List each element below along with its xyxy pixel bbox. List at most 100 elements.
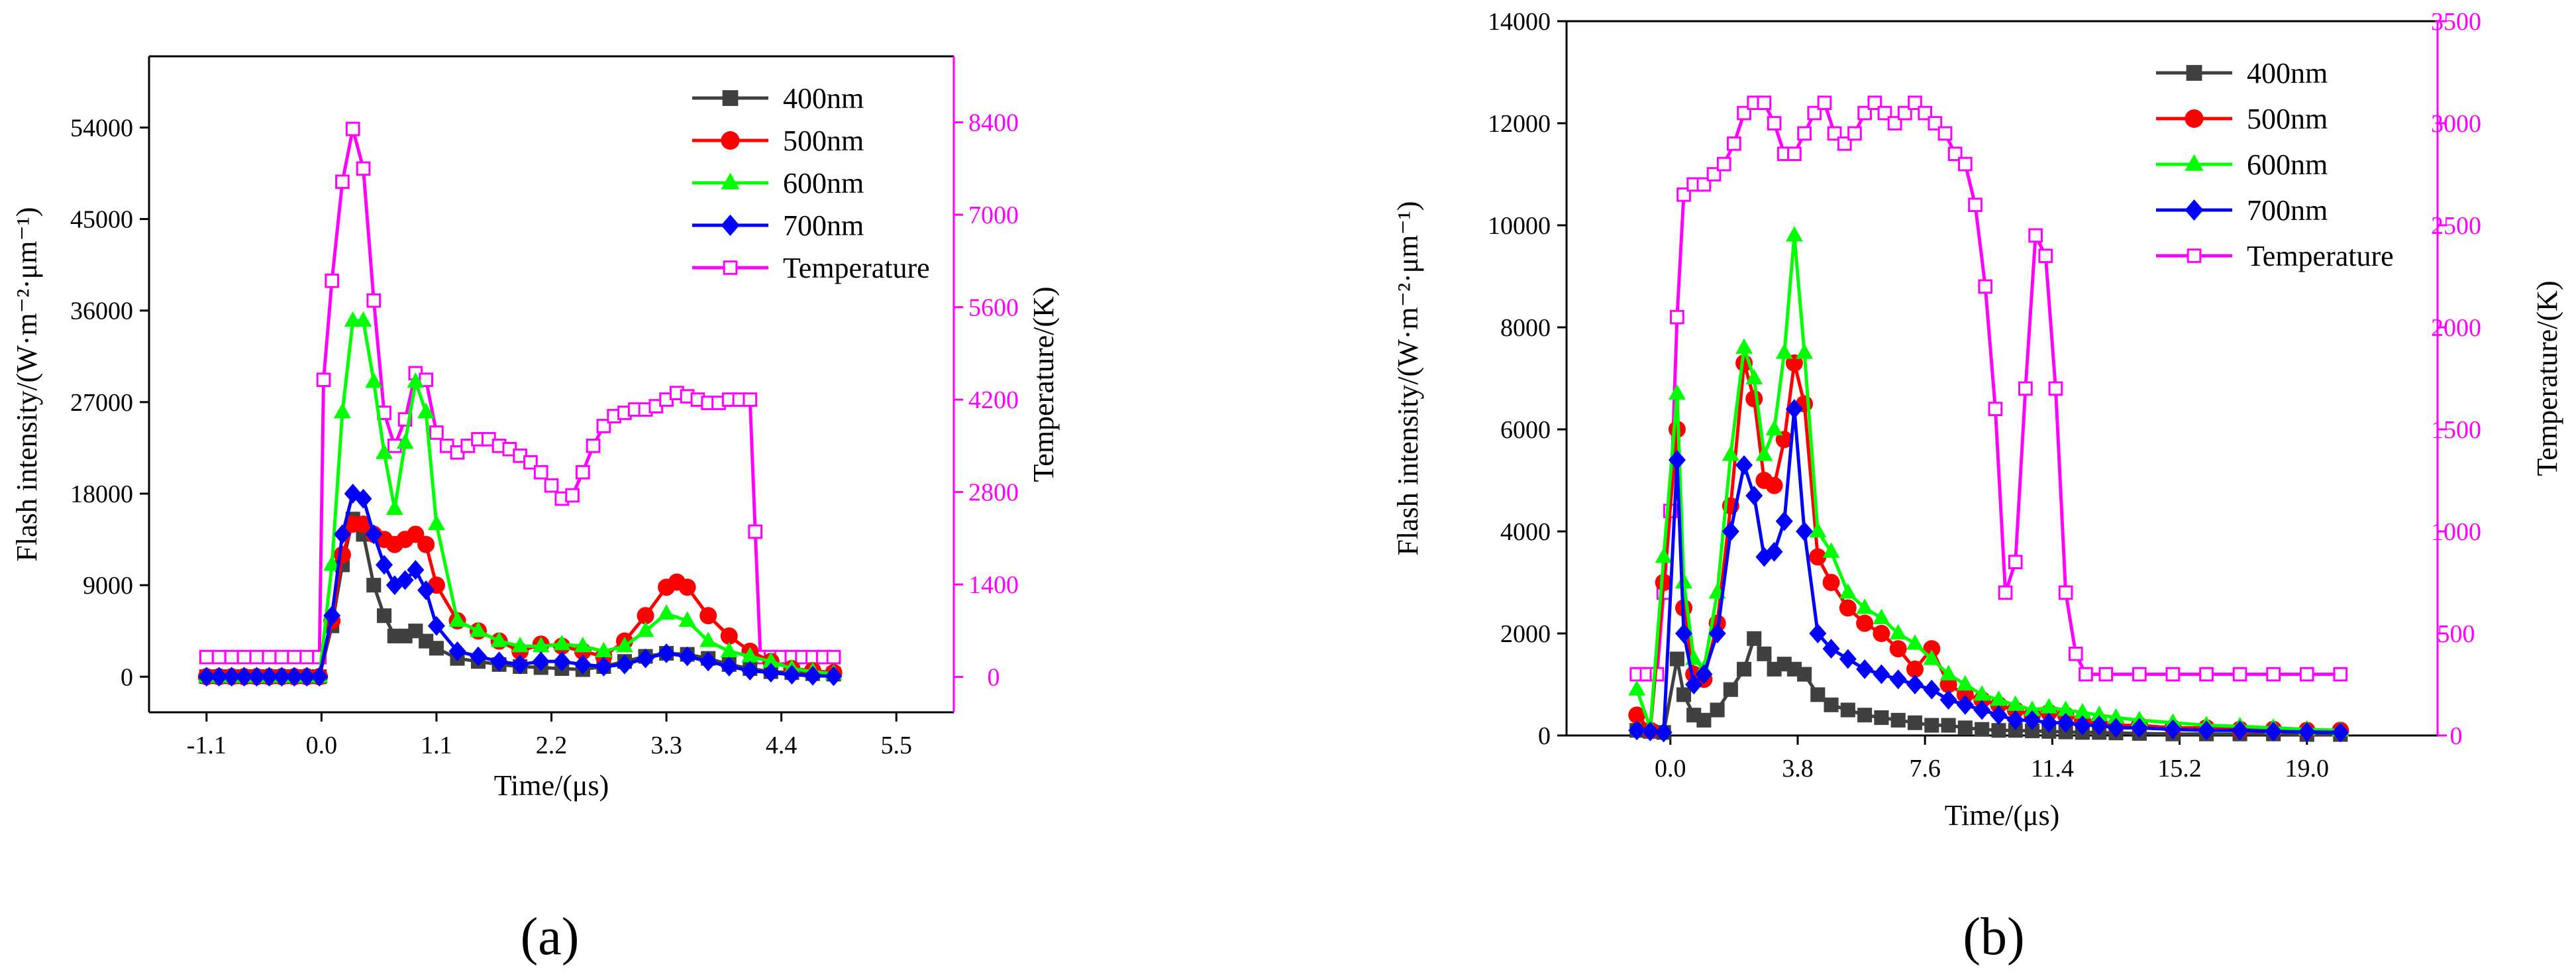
legend-label: 600nm [2247,148,2328,181]
data-point [1685,675,1703,694]
y-tick-label-left: 9000 [83,572,133,600]
data-point [2164,719,2182,739]
x-tick-label: 7.6 [1909,755,1941,783]
data-point [2018,381,2033,396]
data-point [1695,664,1713,684]
data-point [1873,664,1890,684]
data-point [417,580,435,600]
series-600nm [197,311,843,683]
data-point [2058,585,2073,600]
series-line [206,319,834,679]
data-point [448,611,466,627]
data-point [565,488,580,503]
data-point [2266,667,2281,682]
data-point [1857,708,1873,723]
data-point [1628,680,1646,696]
data-point [2232,667,2247,682]
y-tick-label-left: 36000 [70,298,133,325]
data-point [1710,702,1725,718]
data-point [1797,667,1812,682]
x-tick-label: 0.0 [306,732,338,759]
data-point [699,631,717,647]
x-tick-label: 3.8 [1782,755,1814,783]
data-point [236,649,252,665]
y-tick-label-right: 3000 [2431,110,2481,138]
data-point [1822,574,1840,591]
data-point [2298,722,2316,742]
data-point [1809,548,1827,566]
data-point [826,649,841,665]
data-point [2265,721,2283,741]
legend-label: Temperature [783,252,930,284]
data-point [1745,390,1763,408]
data-point [1840,702,1855,718]
data-point [2048,381,2063,396]
data-point [1998,585,2013,600]
data-point [1937,126,1953,141]
data-point [490,651,508,672]
data-point [210,667,228,687]
data-point [825,666,843,686]
data-point [1873,625,1890,642]
data-point [333,524,351,545]
data-point [273,667,291,687]
data-point [1675,572,1693,589]
data-point [470,646,488,667]
x-tick-label: 15.2 [2157,755,2202,783]
y-tick-label-left: 2000 [1500,620,1551,648]
data-point [1696,712,1712,728]
legend-label: 400nm [2247,57,2328,89]
y-tick-label-right: 7000 [968,201,1019,229]
data-point [1796,343,1814,359]
data-point [299,649,315,665]
data-point [1975,722,1990,737]
series-temperature [199,121,841,665]
y-tick-label-left: 0 [121,663,133,691]
data-point [678,611,696,627]
data-point [533,464,548,480]
data-point [1809,521,1827,538]
data-point [407,560,425,580]
data-point [1747,631,1762,646]
data-point [532,636,550,653]
y-tick-label-left: 10000 [1488,212,1551,240]
data-point [1765,541,1783,562]
legend-label: 500nm [783,125,864,157]
y-tick-label-right: 1400 [968,571,1019,599]
legend: 400nm 500nm 600nm 700nm Temperature [2156,57,2394,272]
y-tick-label-right: 5600 [968,294,1019,322]
data-point [574,636,592,653]
data-point [2038,248,2053,264]
series-temperature [1629,95,2348,682]
data-point [2079,667,2093,682]
y-tick-label-left: 54000 [70,114,133,142]
data-point [741,647,759,663]
data-point [287,649,302,665]
data-point [553,634,571,651]
legend-marker [721,214,740,237]
data-point [544,478,559,493]
data-point [1785,399,1803,419]
data-point [1822,639,1840,659]
data-point [249,649,264,665]
x-tick-label: 19.0 [2285,755,2330,783]
data-point [678,646,696,667]
data-point [1873,608,1890,624]
data-point [323,606,341,626]
data-point [1655,574,1673,591]
y-tick-label-right: 2500 [2431,212,2481,240]
data-point [1675,624,1693,643]
legend: 400nm 500nm 600nm 700nm Temperature [692,82,930,284]
data-point [2107,708,2125,724]
data-point [396,433,414,449]
data-point [1628,706,1646,724]
data-point [235,667,253,687]
data-point [553,651,571,672]
data-point [262,649,277,665]
data-point [1735,338,1753,354]
data-point [1676,687,1692,702]
data-point [1628,720,1646,741]
data-point [741,661,759,681]
data-point [396,570,414,590]
y-axis-label-right: Temperature/(K) [2531,281,2563,476]
